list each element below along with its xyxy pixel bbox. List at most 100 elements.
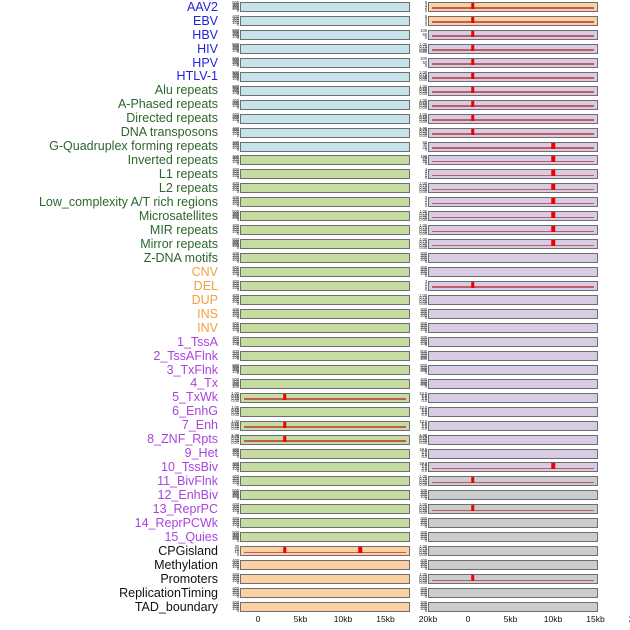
left-track[interactable] [240, 420, 410, 431]
left-track[interactable] [240, 281, 410, 292]
right-track[interactable] [428, 574, 598, 585]
left-track[interactable] [240, 392, 410, 403]
right-track[interactable] [428, 113, 598, 124]
left-track[interactable] [240, 155, 410, 166]
right-track[interactable] [428, 57, 598, 68]
left-track[interactable] [240, 141, 410, 152]
right-track[interactable] [428, 434, 598, 445]
right-track[interactable] [428, 588, 598, 599]
right-track[interactable] [428, 169, 598, 180]
left-track[interactable] [240, 434, 410, 445]
right-track[interactable] [428, 518, 598, 529]
left-track[interactable] [240, 85, 410, 96]
left-track[interactable] [240, 71, 410, 82]
right-track[interactable] [428, 350, 598, 361]
right-track[interactable] [428, 1, 598, 12]
y-tick-label: 200 [232, 143, 239, 149]
track-label-del: DEL [193, 278, 218, 293]
left-track[interactable] [240, 490, 410, 501]
right-track[interactable] [428, 364, 598, 375]
left-track[interactable] [240, 336, 410, 347]
left-track[interactable] [240, 43, 410, 54]
left-track[interactable] [240, 1, 410, 12]
right-track[interactable] [428, 71, 598, 82]
right-track[interactable] [428, 448, 598, 459]
right-track[interactable] [428, 295, 598, 305]
y-tick-label: 200 [232, 310, 239, 316]
right-track[interactable] [428, 281, 598, 292]
y-tick-label: 300 [232, 574, 239, 579]
right-track[interactable] [428, 239, 598, 250]
left-track[interactable] [240, 532, 410, 543]
right-track[interactable] [428, 183, 598, 194]
left-track[interactable] [240, 225, 410, 236]
right-track[interactable] [428, 546, 598, 557]
left-track[interactable] [240, 518, 410, 529]
left-track[interactable] [240, 113, 410, 124]
left-track[interactable] [240, 57, 410, 68]
y-tick-label: 500 [232, 55, 239, 61]
right-track[interactable] [428, 406, 598, 417]
right-track[interactable] [428, 378, 598, 389]
left-track[interactable] [240, 504, 410, 515]
right-track[interactable] [428, 85, 598, 96]
right-track[interactable] [428, 602, 598, 612]
right-track[interactable] [428, 43, 598, 54]
left-track[interactable] [240, 406, 410, 417]
left-track[interactable] [240, 295, 410, 305]
y-tick-label: 100 [232, 19, 239, 25]
y-tick-label: 0 [236, 119, 239, 125]
left-track[interactable] [240, 588, 410, 599]
left-track[interactable] [240, 253, 410, 264]
right-track[interactable] [428, 322, 598, 333]
left-track[interactable] [240, 476, 410, 487]
left-track[interactable] [240, 308, 410, 319]
right-track[interactable] [428, 336, 598, 347]
left-track[interactable] [240, 267, 410, 278]
right-track[interactable] [428, 560, 598, 571]
left-track[interactable] [240, 322, 410, 333]
left-track[interactable] [240, 574, 410, 585]
left-track[interactable] [240, 602, 410, 612]
right-track[interactable] [428, 476, 598, 487]
right-track[interactable] [428, 532, 598, 543]
left-track[interactable] [240, 99, 410, 110]
right-track[interactable] [428, 127, 598, 138]
right-track[interactable] [428, 308, 598, 319]
left-track[interactable] [240, 15, 410, 26]
left-track[interactable] [240, 29, 410, 40]
right-track[interactable] [428, 420, 598, 431]
right-track[interactable] [428, 225, 598, 236]
left-track[interactable] [240, 197, 410, 208]
right-track[interactable] [428, 504, 598, 515]
left-track[interactable] [240, 560, 410, 571]
right-track[interactable] [428, 253, 598, 264]
left-track[interactable] [240, 211, 410, 222]
y-tick-label: 75 [422, 155, 428, 161]
left-track[interactable] [240, 239, 410, 250]
left-track[interactable] [240, 169, 410, 180]
right-track[interactable] [428, 15, 598, 26]
y-tick-label: 0.00 [419, 133, 427, 139]
right-track[interactable] [428, 197, 598, 208]
left-track[interactable] [240, 378, 410, 389]
right-track[interactable] [428, 267, 598, 278]
y-tick-label: 500 [232, 0, 239, 5]
right-track[interactable] [428, 392, 598, 403]
right-track[interactable] [428, 29, 598, 40]
left-track[interactable] [240, 462, 410, 473]
y-tick-label: 400 [232, 516, 239, 522]
left-track[interactable] [240, 183, 410, 194]
left-track[interactable] [240, 364, 410, 375]
left-track[interactable] [240, 127, 410, 138]
left-track[interactable] [240, 448, 410, 459]
right-track[interactable] [428, 462, 598, 473]
left-track[interactable] [240, 350, 410, 361]
right-track[interactable] [428, 211, 598, 222]
right-track[interactable] [428, 490, 598, 501]
right-track[interactable] [428, 155, 598, 166]
left-track[interactable] [240, 546, 410, 557]
right-track[interactable] [428, 141, 598, 152]
track-label-dna-transposons: DNA transposons [120, 125, 218, 140]
right-track[interactable] [428, 99, 598, 110]
